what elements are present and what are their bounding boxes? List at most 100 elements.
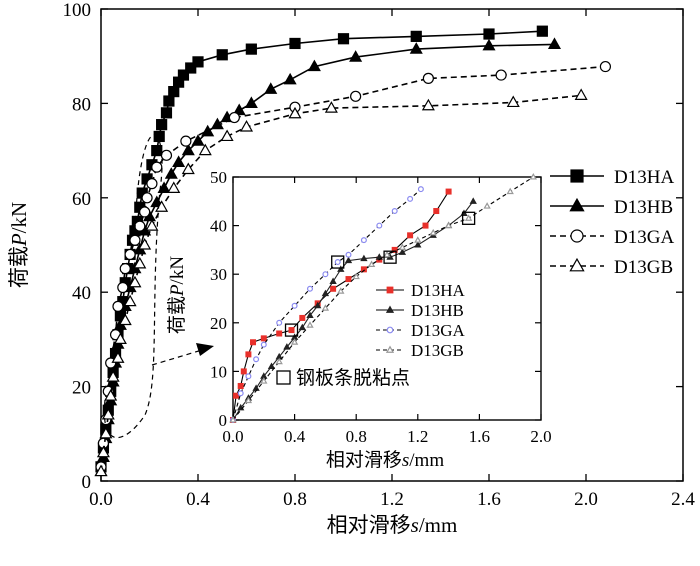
- y-axis-label-prefix: 荷载: [7, 246, 31, 288]
- data-point-D13GB: [99, 426, 113, 439]
- x-tick-label: 1.6: [477, 489, 501, 510]
- x-axis-label: 相对滑移s/mm: [327, 513, 458, 537]
- data-point-D13GA: [139, 206, 151, 218]
- inset-data-point-D13GB: [383, 250, 391, 258]
- inset-data-point-D13GA: [376, 222, 383, 229]
- inset-y-tick-label: 0: [219, 411, 228, 430]
- inset-y-tick-label: 40: [210, 217, 227, 236]
- inset-y-tick-label: 50: [210, 168, 227, 187]
- inset-data-point-D13GB: [337, 287, 345, 294]
- inset-data-point-D13HB: [414, 241, 422, 248]
- inset-data-point-D13GB: [290, 338, 299, 345]
- x-axis-label-prefix: 相对滑移: [326, 449, 402, 471]
- data-point-D13GB: [113, 332, 127, 344]
- inset-data-point-D13GB: [414, 236, 422, 243]
- data-point-D13HA: [168, 85, 180, 98]
- debond-point-marker: [383, 250, 397, 264]
- data-point-D13GB: [111, 351, 125, 363]
- data-point-D13GB: [128, 275, 142, 288]
- y-axis-label-unit: /kN: [167, 256, 188, 285]
- legend-label-D13GB: D13GB: [614, 257, 673, 278]
- inset-legend-label-D13GB: D13GB: [411, 341, 464, 360]
- inset-data-point-D13GB: [444, 221, 453, 229]
- inset-data-point-D13HB: [306, 311, 314, 319]
- data-point-D13GA: [180, 135, 192, 147]
- data-point-D13HA: [151, 145, 163, 157]
- inset-data-point-D13HA: [299, 314, 306, 321]
- data-point-D13GB: [145, 219, 159, 231]
- inset-data-point-D13GA: [334, 259, 341, 266]
- data-point-D13GB: [421, 98, 435, 111]
- data-point-D13GB: [138, 238, 152, 250]
- data-point-D13HA: [185, 62, 197, 74]
- data-point-D13HB: [172, 155, 186, 167]
- data-point-D13HA: [192, 56, 204, 68]
- inset-data-point-D13HB: [283, 343, 291, 350]
- inset-data-point-D13HA: [330, 285, 337, 292]
- y-axis-label-variable: P: [7, 233, 31, 247]
- series-line-D13GA: [100, 65, 606, 467]
- inset-data-point-D13GB: [244, 396, 253, 404]
- data-point-D13GA: [119, 263, 131, 275]
- inset-data-point-D13GB: [352, 272, 360, 280]
- y-axis-label: 荷载P/kN: [166, 256, 188, 334]
- data-point-D13HB: [157, 181, 171, 193]
- data-point-D13HB: [164, 167, 178, 179]
- inset-plot-frame: [232, 176, 542, 421]
- inset-data-point-D13GB: [321, 304, 330, 311]
- inset-data-point-D13HA: [445, 188, 452, 195]
- inset-data-point-D13GB: [506, 187, 514, 195]
- inset-x-tick-label: 0.0: [222, 427, 243, 446]
- debond-point-marker: [331, 255, 345, 269]
- legend-marker-D13HA: [570, 169, 584, 183]
- data-point-D13GB: [506, 95, 520, 108]
- inset-data-point-D13HA: [260, 335, 267, 342]
- inset-data-point-D13HB: [360, 254, 368, 262]
- data-point-D13HB: [201, 124, 215, 137]
- data-point-D13HA: [177, 69, 190, 81]
- y-axis-label: 荷载P/kN: [7, 202, 31, 288]
- inset-data-point-D13HA: [250, 339, 257, 346]
- data-point-D13HB: [482, 38, 496, 51]
- data-point-D13HA: [410, 30, 422, 42]
- data-point-D13GB: [167, 181, 181, 193]
- inset-legend-debond-marker: [276, 370, 291, 385]
- inset-data-point-D13HB: [321, 289, 330, 297]
- legend: D13HA D13HB D13GA D13GB: [550, 167, 674, 278]
- data-point-D13GA: [129, 234, 141, 246]
- inset-data-point-D13HA: [233, 392, 240, 399]
- data-point-D13HA: [245, 43, 257, 55]
- data-point-D13HB: [191, 134, 205, 146]
- inset-data-point-D13GA: [276, 319, 283, 326]
- y-tick-label: 80: [72, 94, 91, 115]
- inset-data-point-D13HB: [298, 323, 306, 331]
- data-point-D13GA: [599, 60, 612, 73]
- inset-data-point-D13GA: [407, 195, 414, 202]
- x-axis-label-variable: s: [402, 450, 409, 471]
- data-point-D13GB: [94, 464, 108, 477]
- x-tick-label: 2.0: [574, 489, 598, 510]
- callout-arrow-head: [196, 343, 214, 356]
- data-point-D13GA: [160, 149, 173, 161]
- data-point-D13GA: [134, 220, 146, 232]
- inset-data-point-D13GB: [367, 260, 376, 267]
- inset-data-point-D13GA: [291, 302, 298, 309]
- inset-data-point-D13GB: [483, 202, 491, 209]
- x-axis-label: 相对滑移s/mm: [326, 449, 444, 471]
- data-point-D13GB: [123, 294, 137, 307]
- legend-marker-D13GB: [569, 257, 585, 272]
- y-tick-label: 0: [82, 472, 92, 493]
- inset-y-tick-label: 30: [210, 265, 227, 284]
- data-point-D13HB: [283, 72, 297, 85]
- x-axis-label-unit: /mm: [409, 450, 444, 471]
- data-point-D13GB: [181, 162, 195, 175]
- inset-data-point-D13GA: [260, 341, 267, 348]
- inset-legend-marker-D13HB: [385, 305, 395, 313]
- inset-data-point-D13HA: [288, 327, 295, 334]
- inset-legend-marker-D13GB: [385, 345, 395, 353]
- inset-data-point-D13HA: [360, 266, 367, 273]
- x-axis-label-unit: /mm: [419, 513, 458, 537]
- inset-x-tick-label: 1.6: [469, 427, 490, 446]
- inset-data-point-D13HA: [245, 351, 252, 358]
- inset-data-point-D13HA: [276, 330, 283, 337]
